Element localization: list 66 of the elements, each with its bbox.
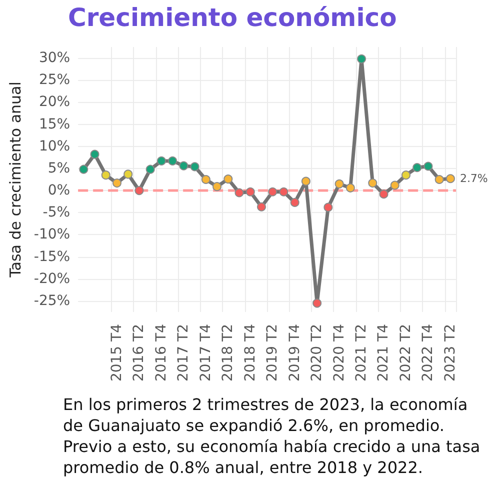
point [312,298,322,308]
point [134,186,144,196]
y-tick-label: 15% [38,116,70,132]
y-tick-label: 0% [48,182,70,199]
point [112,178,122,188]
data-label: 2.7% [460,172,488,186]
point [324,202,333,212]
point [156,156,166,166]
point [212,182,222,192]
point [368,178,378,188]
x-tick-label: 2022 T2 [398,324,414,382]
y-tick-label: -15% [34,248,70,265]
point [234,188,244,198]
point [434,175,444,184]
point [224,174,233,184]
x-tick-label: 2019 T2 [264,324,281,382]
point [168,156,178,166]
point [424,162,433,171]
y-tick-label: 25% [38,72,70,88]
point [79,164,88,174]
point [401,170,410,180]
point [357,54,366,64]
x-tick-label: 2018 T4 [242,324,258,382]
point [290,198,300,207]
x-tick-label: 2016 T4 [153,324,170,382]
point [301,176,310,186]
y-axis-title: Tasa de crecimiento anual [6,82,24,278]
point [346,183,355,192]
point [246,187,255,196]
x-tick-label: 2021 T2 [354,324,370,382]
x-tick-label: 2017 T2 [176,324,192,382]
y-tick-label: 5% [48,160,70,176]
point [379,190,388,199]
point [256,202,266,212]
y-tick-label: 30% [38,50,70,66]
point [90,150,100,159]
x-tick-label: 2023 T2 [442,324,458,382]
x-tick-label: 2015 T4 [108,324,125,382]
y-tick-label: 10% [38,138,70,154]
chart-title: Crecimiento económico [68,3,397,32]
point [268,187,278,196]
y-tick-label: -5% [42,204,70,221]
y-tick-label: -25% [34,292,70,309]
point [446,174,455,184]
x-tick-label: 2020 T2 [309,324,326,382]
x-tick-label: 2022 T4 [420,324,436,382]
point [179,161,188,170]
point [334,179,344,188]
x-tick-label: 2018 T2 [220,324,236,382]
x-tick-label: 2019 T4 [286,324,303,382]
point [190,162,200,172]
x-tick-label: 2016 T2 [131,324,148,382]
point [124,170,133,179]
point [201,175,210,184]
y-tick-label: 20% [38,94,70,110]
point [279,187,288,196]
x-tick-label: 2020 T4 [331,324,348,382]
text: En los primeros 2 trimestres de 2023, la economía de Guanajuato se expandió 2.6%, en promedio. Previo a esto, su economía había crecido a una tasa promedio de 0.8% anual, entre 2018 y 2022. [63,394,482,478]
point [146,164,155,174]
point [390,180,400,190]
y-tick-label: -20% [34,270,70,287]
x-tick-label: 2021 T4 [376,324,392,382]
point [412,163,422,172]
x-tick-label: 2017 T4 [198,324,214,382]
point [101,170,110,180]
y-tick-label: -10% [34,226,70,243]
